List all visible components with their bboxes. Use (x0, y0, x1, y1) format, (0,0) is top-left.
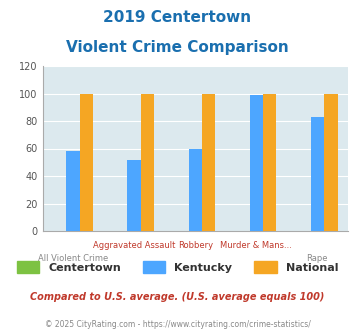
Bar (263, 93, 277, 231)
Bar (250, 95, 263, 231)
Bar (141, 93, 154, 231)
Bar (202, 93, 215, 231)
Text: 2019 Centertown: 2019 Centertown (103, 10, 252, 25)
Text: Robbery: Robbery (178, 241, 213, 250)
Text: Aggravated Assault: Aggravated Assault (93, 241, 175, 250)
Bar (311, 117, 324, 231)
Bar (80, 93, 93, 231)
Bar (127, 159, 141, 231)
Text: Rape: Rape (307, 254, 328, 263)
Text: Murder & Mans...: Murder & Mans... (220, 241, 292, 250)
Text: Compared to U.S. average. (U.S. average equals 100): Compared to U.S. average. (U.S. average … (30, 292, 325, 302)
Text: All Violent Crime: All Violent Crime (38, 254, 108, 263)
Bar (189, 148, 202, 231)
Text: © 2025 CityRating.com - https://www.cityrating.com/crime-statistics/: © 2025 CityRating.com - https://www.city… (45, 320, 310, 329)
Legend: Centertown, Kentucky, National: Centertown, Kentucky, National (17, 261, 338, 273)
Bar (324, 93, 338, 231)
Bar (66, 151, 80, 231)
Text: Violent Crime Comparison: Violent Crime Comparison (66, 40, 289, 54)
